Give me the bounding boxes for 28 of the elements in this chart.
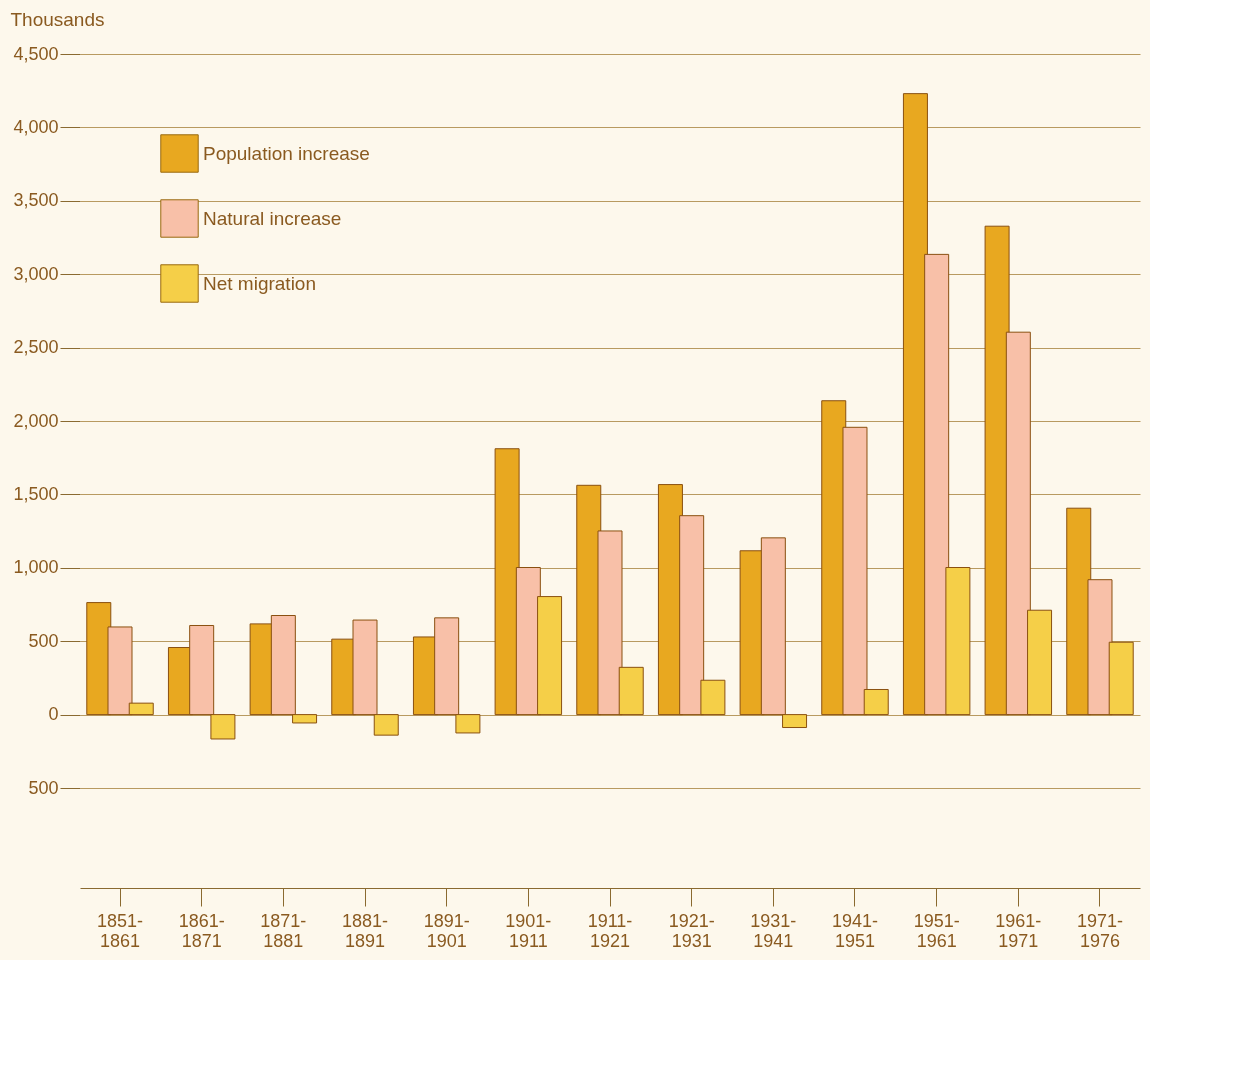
legend-label: Population increase <box>203 142 370 164</box>
x-tick-label: 1901-1911 <box>505 910 552 951</box>
x-tick-label: 1911-1921 <box>587 910 633 951</box>
x-tick-label: 1891-1901 <box>423 910 470 951</box>
legend-label: Net migration <box>203 272 316 294</box>
x-tick-label: 1881-1891 <box>341 910 389 951</box>
x-tick-label: 1941-1951 <box>831 910 879 951</box>
y-tick-label: 2,500 <box>13 337 59 358</box>
y-tick-label: 2,000 <box>13 410 59 431</box>
x-tick-label: 1971-1976 <box>1076 910 1124 951</box>
y-tick-label: 4,500 <box>13 43 59 64</box>
x-tick-label: 1931-1941 <box>750 910 797 951</box>
y-tick-label: 0 <box>48 704 59 725</box>
x-tick-label: 1861-1871 <box>178 910 225 951</box>
x-tick-label: 1851-1861 <box>96 910 144 951</box>
x-tick-label: 1961-1971 <box>995 910 1042 951</box>
x-tick-label: 1871-1881 <box>260 910 307 951</box>
y-axis-title: Thousands <box>10 8 105 30</box>
y-tick-label: 500 <box>28 630 59 651</box>
y-tick-label: 3,000 <box>13 263 59 284</box>
y-tick-label: 4,000 <box>13 116 59 137</box>
y-tick-label: 1,500 <box>13 483 59 504</box>
y-tick-label: 500 <box>28 777 59 798</box>
y-tick-label: 3,500 <box>13 190 59 211</box>
x-tick-label: 1951-1961 <box>913 910 960 951</box>
legend-label: Natural increase <box>203 207 342 229</box>
y-tick-label: 1,000 <box>13 557 59 578</box>
x-tick-label: 1921-1931 <box>668 910 715 951</box>
